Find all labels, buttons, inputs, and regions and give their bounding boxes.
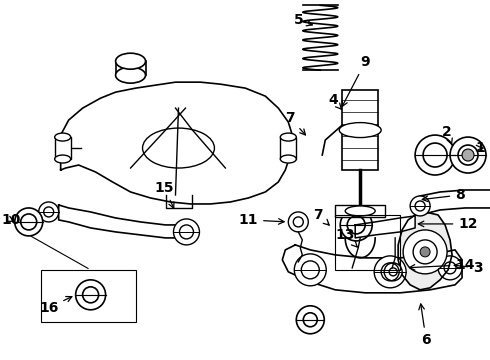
- Ellipse shape: [374, 256, 406, 288]
- Ellipse shape: [116, 67, 146, 83]
- Circle shape: [420, 247, 430, 257]
- Text: 4: 4: [328, 93, 342, 109]
- Text: 16: 16: [39, 297, 72, 315]
- Text: 3: 3: [454, 261, 483, 275]
- Ellipse shape: [280, 133, 296, 141]
- Ellipse shape: [345, 206, 375, 216]
- Circle shape: [288, 212, 308, 232]
- Ellipse shape: [294, 254, 326, 286]
- Polygon shape: [398, 212, 452, 290]
- Ellipse shape: [384, 263, 402, 281]
- Polygon shape: [61, 82, 293, 204]
- Ellipse shape: [340, 209, 372, 241]
- Ellipse shape: [280, 155, 296, 163]
- Text: 7: 7: [314, 208, 329, 225]
- Ellipse shape: [296, 306, 324, 334]
- Bar: [342, 90, 378, 170]
- Bar: [280, 137, 296, 159]
- Ellipse shape: [450, 137, 486, 173]
- Circle shape: [403, 230, 447, 274]
- Ellipse shape: [39, 202, 59, 222]
- Ellipse shape: [415, 135, 455, 175]
- Polygon shape: [415, 190, 490, 215]
- Text: 6: 6: [419, 304, 431, 347]
- Text: 1: 1: [475, 141, 485, 155]
- Text: 14: 14: [409, 258, 475, 272]
- Polygon shape: [59, 205, 186, 238]
- Ellipse shape: [55, 133, 71, 141]
- Text: 11: 11: [239, 213, 284, 227]
- Polygon shape: [282, 245, 462, 293]
- Ellipse shape: [173, 219, 199, 245]
- Text: 5: 5: [294, 13, 312, 27]
- Text: 8: 8: [422, 188, 465, 202]
- Text: 2: 2: [442, 125, 452, 145]
- Bar: [335, 215, 400, 270]
- Ellipse shape: [339, 123, 381, 138]
- Ellipse shape: [143, 128, 215, 168]
- Text: 13: 13: [336, 228, 357, 247]
- Bar: [55, 137, 71, 159]
- Text: 9: 9: [342, 55, 370, 107]
- Polygon shape: [355, 216, 415, 238]
- Text: 12: 12: [418, 217, 478, 231]
- Text: 10: 10: [1, 213, 21, 227]
- Ellipse shape: [116, 53, 146, 69]
- Ellipse shape: [75, 280, 106, 310]
- Ellipse shape: [55, 155, 71, 163]
- Text: 7: 7: [286, 111, 305, 135]
- Circle shape: [462, 149, 474, 161]
- Ellipse shape: [438, 256, 462, 280]
- Ellipse shape: [410, 196, 430, 216]
- Bar: [335, 205, 385, 217]
- Ellipse shape: [15, 208, 43, 236]
- Bar: [41, 270, 136, 322]
- Text: 15: 15: [155, 181, 174, 208]
